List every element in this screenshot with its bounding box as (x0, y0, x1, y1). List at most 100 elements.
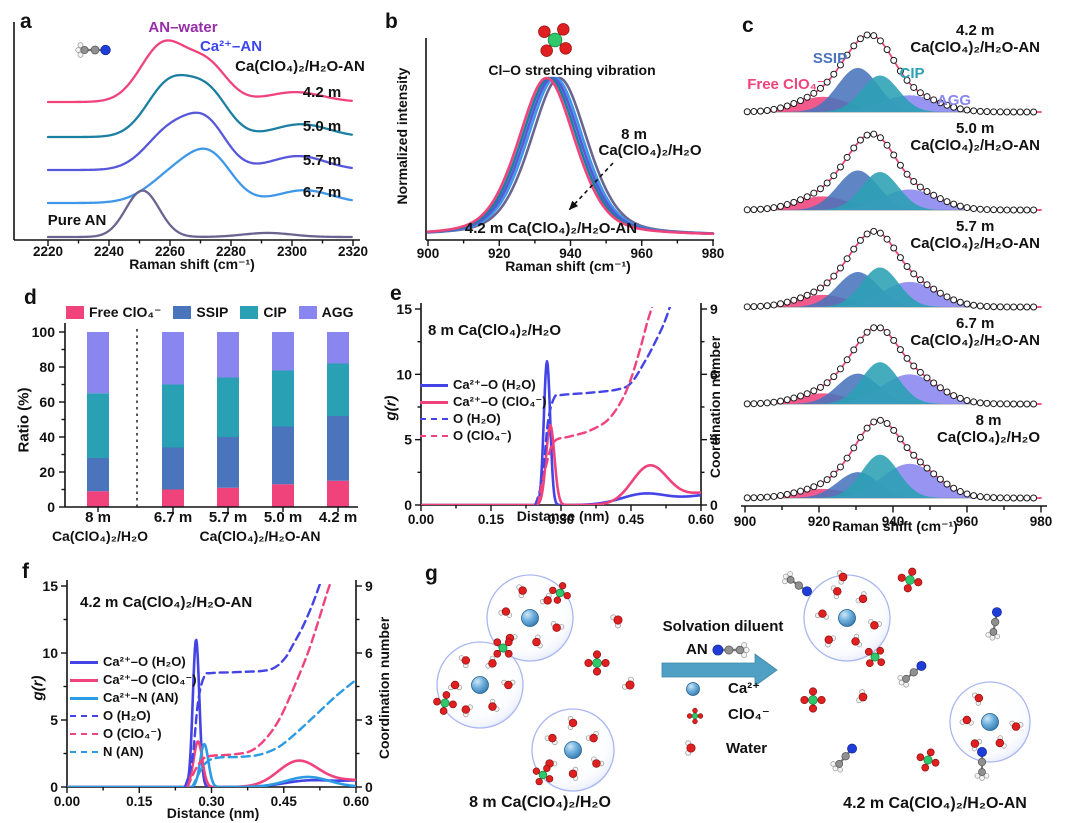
svg-text:0.15: 0.15 (126, 794, 153, 809)
svg-text:2240: 2240 (94, 244, 124, 259)
spectrum-label-4-2m: 4.2 m Ca(ClO₄)₂/H₂O-AN (910, 22, 1040, 57)
panel-b-plot: 900 920 940 960 980 (417, 23, 724, 261)
legend-label: AGG (321, 304, 354, 320)
panel-d-legend: Free ClO₄⁻ SSIP CIP AGG (66, 304, 354, 320)
svg-text:2300: 2300 (277, 244, 307, 259)
series-label-5-7m: 5.7 m (302, 152, 342, 169)
category-5-7m: 5.7 m (208, 509, 248, 526)
legend-label: O (H₂O) (103, 708, 151, 723)
panel-b-letter: b (385, 10, 398, 33)
svg-text:0.30: 0.30 (548, 512, 574, 527)
svg-text:0: 0 (365, 779, 373, 795)
spectrum-label-line2: Ca(ClO₄)₂/H₂O-AN (910, 332, 1040, 350)
series-label-6-7m: 6.7 m (302, 184, 342, 201)
legend-line-sample (70, 733, 98, 736)
free-clo4-swatch (66, 305, 84, 319)
spectrum-label-line1: 4.2 m (956, 22, 995, 39)
legend-item-agg: AGG (298, 304, 354, 320)
legend-label: Ca²⁺–O (H₂O) (453, 377, 536, 392)
legend-label: N (AN) (103, 744, 144, 759)
legend-line-sample (420, 383, 448, 387)
svg-text:940: 940 (882, 514, 905, 529)
svg-text:40: 40 (39, 429, 55, 445)
panel-c-xlabel: Raman shift (cm⁻¹) (832, 518, 958, 534)
svg-text:9: 9 (710, 301, 718, 317)
svg-text:2320: 2320 (338, 244, 368, 259)
legend-item-free-clo4: Free ClO₄⁻ (66, 304, 161, 320)
svg-text:9: 9 (365, 578, 373, 594)
svg-text:0.60: 0.60 (343, 794, 369, 809)
svg-text:0.00: 0.00 (54, 794, 80, 809)
component-label-agg: AGG (936, 92, 972, 109)
category-4-2m: 4.2 m (318, 509, 358, 526)
svg-text:900: 900 (734, 514, 757, 529)
legend-ca-o-h2o: Ca²⁺–O (H₂O) (420, 377, 536, 393)
panel-g-right-label: 4.2 m Ca(ClO₄)₂/H₂O-AN (843, 795, 1027, 812)
svg-text:3: 3 (710, 432, 718, 448)
group-label-water-an: Ca(ClO₄)₂/H₂O-AN (199, 528, 321, 544)
spectrum-label-line2: Ca(ClO₄)₂/H₂O (937, 429, 1040, 447)
spectrum-label-line1: 5.7 m (956, 218, 995, 235)
panel-a-plot: 2220 2240 2260 2280 2300 2320 (13, 22, 368, 259)
legend-water-label: Water (726, 740, 768, 757)
legend-line-sample (420, 435, 448, 438)
svg-text:940: 940 (559, 246, 582, 261)
legend-line-sample (70, 696, 98, 700)
legend-label: Free ClO₄⁻ (89, 304, 162, 320)
panel-e-ylabel-left: g(r) (382, 395, 400, 421)
panel-a-group-label: Ca(ClO₄)₂/H₂O-AN (235, 58, 365, 75)
svg-text:2280: 2280 (216, 244, 246, 259)
panel-b-arrow-label-2: Ca(ClO₄)₂/H₂O (598, 142, 702, 159)
legend-clo4-label: ClO₄⁻ (728, 706, 770, 723)
legend-item-cip: CIP (240, 304, 287, 320)
panel-g-letter: g (425, 562, 438, 585)
legend-ca-label: Ca²⁺ (728, 680, 761, 697)
legend-o-clo4: O (ClO₄⁻) (420, 428, 512, 444)
legend-label: O (ClO₄⁻) (453, 428, 512, 443)
spectrum-label-5-7m: 5.7 m Ca(ClO₄)₂/H₂O-AN (910, 218, 1040, 253)
svg-text:80: 80 (39, 359, 55, 375)
svg-text:10: 10 (42, 645, 58, 661)
svg-text:60: 60 (39, 394, 55, 410)
panel-f-letter: f (22, 560, 29, 583)
svg-text:920: 920 (808, 514, 831, 529)
legend-line-sample (70, 715, 98, 718)
legend-label: Ca²⁺–O (ClO₄⁻) (453, 394, 547, 409)
group-label-water: Ca(ClO₄)₂/H₂O (51, 528, 149, 544)
spectrum-label-line1: 8 m (975, 412, 1002, 429)
legend-ca-o-clo4: Ca²⁺–O (ClO₄⁻) (70, 672, 197, 688)
legend-label: O (H₂O) (453, 411, 501, 426)
panel-f-xlabel: Distance (nm) (166, 805, 260, 821)
panel-e-title: 8 m Ca(ClO₄)₂/H₂O (428, 322, 561, 339)
svg-text:980: 980 (1030, 514, 1053, 529)
svg-text:960: 960 (956, 514, 979, 529)
svg-text:15: 15 (42, 578, 58, 594)
legend-n-an: N (AN) (70, 744, 144, 760)
spectrum-label-line1: 5.0 m (956, 120, 995, 137)
svg-text:0: 0 (710, 497, 718, 513)
spectrum-label-6-7m: 6.7 m Ca(ClO₄)₂/H₂O-AN (910, 315, 1040, 350)
component-label-cip: CIP (899, 65, 925, 82)
spectrum-label-line1: 6.7 m (956, 315, 995, 332)
legend-o-h2o: O (H₂O) (420, 411, 501, 427)
panel-b-xlabel: Raman shift (cm⁻¹) (505, 258, 631, 274)
panel-e-letter: e (390, 282, 402, 305)
svg-text:900: 900 (417, 246, 440, 261)
legend-label: Ca²⁺–O (ClO₄⁻) (103, 672, 197, 687)
panel-a-letter: a (20, 10, 32, 33)
svg-text:5: 5 (50, 712, 58, 728)
legend-line-sample (70, 751, 98, 754)
category-5-0m: 5.0 m (263, 509, 303, 526)
legend-line-sample (420, 400, 448, 404)
svg-text:6: 6 (710, 366, 718, 382)
panel-d-letter: d (24, 286, 37, 309)
svg-text:0.00: 0.00 (408, 512, 434, 527)
svg-text:15: 15 (396, 301, 412, 317)
agg-swatch (298, 305, 317, 319)
svg-text:3: 3 (365, 712, 373, 728)
legend-o-h2o: O (H₂O) (70, 708, 151, 724)
svg-text:2220: 2220 (33, 244, 63, 259)
series-label-5-0m: 5.0 m (302, 118, 342, 135)
legend-line-sample (70, 660, 98, 664)
